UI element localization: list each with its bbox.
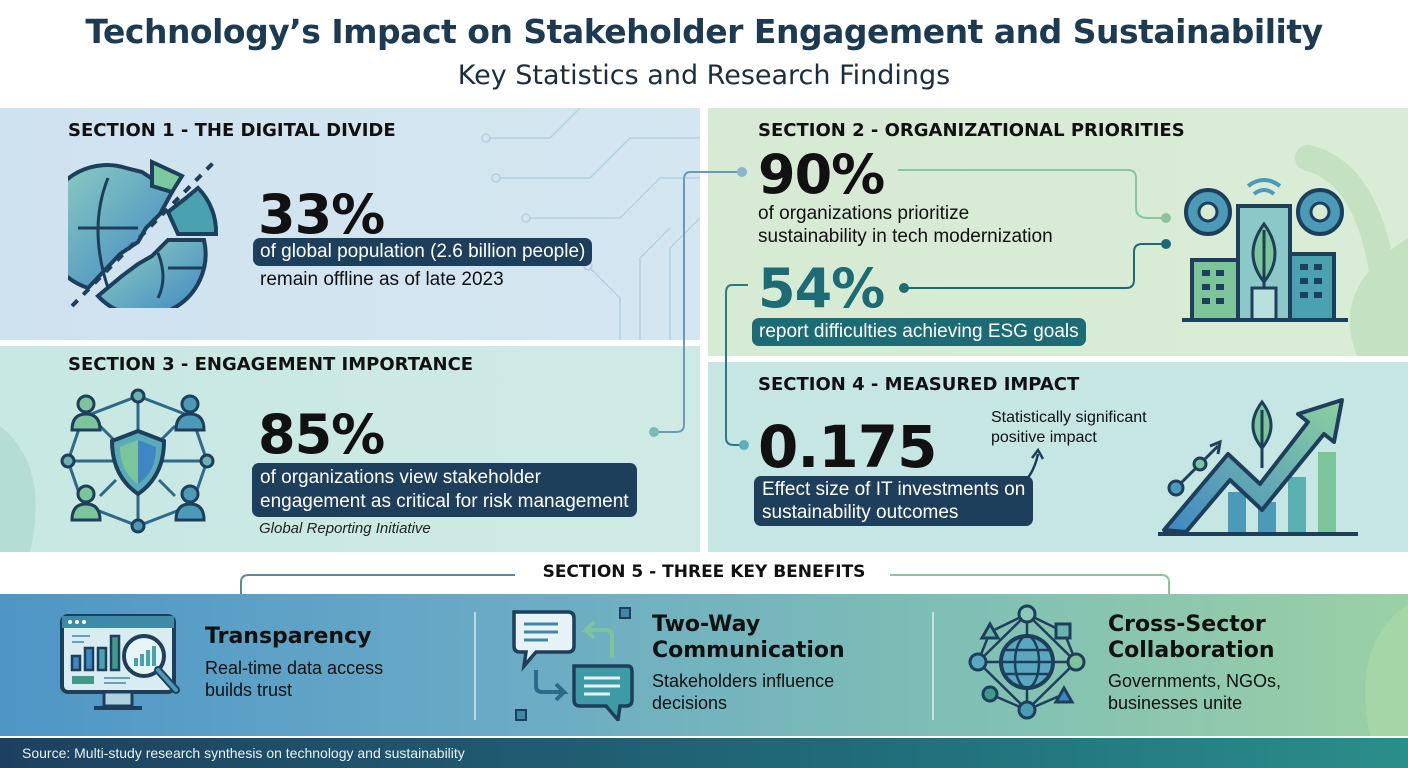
benefits-band: [0, 594, 1408, 736]
section-3-heading: SECTION 3 - ENGAGEMENT IMPORTANCE: [68, 354, 474, 375]
engagement-stat: 85%: [258, 403, 385, 466]
effect-size-highlight: Effect size of IT investments on sustain…: [754, 476, 1034, 526]
prioritize-stat: 90%: [758, 143, 885, 206]
digital-divide-stat: 33%: [258, 183, 385, 246]
benefit-communication-desc-1: Stakeholders influence: [652, 671, 835, 691]
leaf-background-icon: [1364, 604, 1408, 736]
section-1-panel: SECTION 1 - THE DIGITAL DIVIDE 33% of gl…: [0, 108, 700, 340]
benefit-divider: [932, 612, 934, 720]
engagement-highlight: of organizations view stakeholder engage…: [252, 463, 637, 517]
benefit-transparency-desc-1: Real-time data access: [205, 658, 384, 678]
digital-divide-highlight: of global population (2.6 billion people…: [253, 238, 593, 266]
circuit-background-icon: [481, 108, 700, 340]
effect-size-line-2: sustainability outcomes: [762, 502, 959, 523]
section-1-heading: SECTION 1 - THE DIGITAL DIVIDE: [68, 120, 396, 141]
section-4-panel: SECTION 4 - MEASURED IMPACT 0.175 Statis…: [708, 362, 1408, 552]
section-4-heading: SECTION 4 - MEASURED IMPACT: [758, 374, 1080, 395]
engagement-source: Global Reporting Initiative: [259, 520, 431, 537]
effect-size-line-1: Effect size of IT investments on: [762, 479, 1026, 500]
engagement-highlight-line-1: of organizations view stakeholder: [260, 467, 541, 488]
leaf-background-icon: [0, 426, 36, 552]
leaf-background-icon: [1295, 145, 1408, 356]
monitor-magnifier-icon: [60, 614, 180, 710]
effect-size-stat: 0.175: [758, 413, 937, 481]
section-3-panel: SECTION 3 - ENGAGEMENT IMPORTANCE 85% of…: [0, 346, 700, 552]
esg-difficulty-stat: 54%: [758, 257, 885, 320]
significance-note: Statistically significant positive impac…: [991, 408, 1147, 448]
chat-exchange-icon: [512, 607, 634, 721]
benefit-communication-desc-2: decisions: [652, 693, 728, 713]
benefit-transparency-desc-2: builds trust: [205, 680, 293, 700]
growth-arrow-leaf-icon: [1158, 398, 1358, 536]
esg-difficulty-label: report difficulties achieving ESG goals: [752, 318, 1086, 346]
source-footer: Source: Multi-study research synthesis o…: [0, 738, 1408, 768]
network-globe-icon: [968, 604, 1086, 720]
page-subtitle: Key Statistics and Research Findings: [457, 60, 951, 91]
benefit-communication-title-1: Two-Way: [652, 612, 761, 637]
benefit-collaboration-title-2: Collaboration: [1108, 638, 1275, 663]
cross-section-connector: [649, 167, 749, 450]
benefit-transparency-title: Transparency: [205, 624, 372, 649]
section-5-bracket: [240, 574, 1170, 596]
significance-note-line-2: positive impact: [991, 429, 1097, 446]
broken-globe-icon: [68, 158, 220, 308]
prioritize-line-1: of organizations prioritize: [758, 203, 970, 224]
digital-divide-detail: remain offline as of late 2023: [260, 269, 504, 290]
shield-network-icon: [60, 388, 215, 534]
benefit-collaboration-desc-1: Governments, NGOs,: [1108, 671, 1282, 691]
section-2-heading: SECTION 2 - ORGANIZATIONAL PRIORITIES: [758, 120, 1185, 141]
benefit-communication-title-2: Communication: [652, 638, 845, 663]
green-building-gears-icon: [1182, 178, 1348, 322]
page-title: Technology’s Impact on Stakeholder Engag…: [85, 12, 1323, 51]
significance-note-line-1: Statistically significant: [991, 409, 1147, 426]
prioritize-line-2: sustainability in tech modernization: [758, 226, 1053, 247]
section-2-panel: SECTION 2 - ORGANIZATIONAL PRIORITIES 90…: [708, 108, 1408, 356]
engagement-highlight-line-2: engagement as critical for risk manageme…: [260, 491, 629, 512]
connector-lines: [898, 169, 1171, 293]
benefit-divider: [474, 612, 476, 720]
section-5-heading: SECTION 5 - THREE KEY BENEFITS: [542, 562, 866, 582]
benefit-collaboration-desc-2: businesses unite: [1108, 693, 1243, 713]
benefit-collaboration-title-1: Cross-Sector: [1108, 612, 1266, 637]
